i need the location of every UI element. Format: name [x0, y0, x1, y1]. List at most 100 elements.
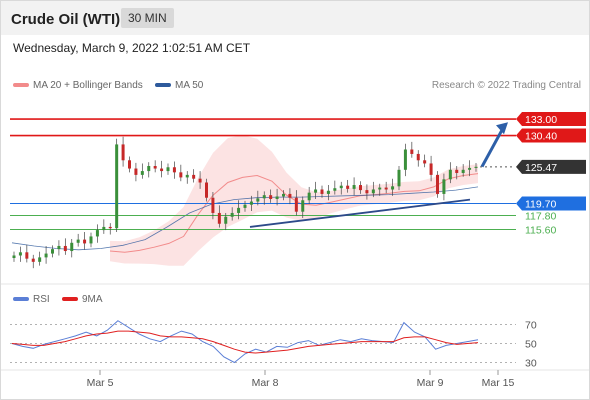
candle — [76, 233, 80, 247]
candle — [63, 238, 67, 255]
candle — [224, 212, 228, 231]
candle — [108, 223, 112, 235]
candle — [365, 184, 369, 200]
candle-body — [294, 197, 298, 212]
candle-body — [57, 245, 61, 250]
candle — [140, 163, 144, 179]
candle — [410, 141, 414, 158]
candle-body — [359, 185, 362, 191]
candle — [160, 160, 164, 178]
credit-text: Research © 2022 Trading Central — [431, 80, 581, 91]
candle-body — [410, 149, 414, 154]
candle — [275, 188, 279, 206]
candle — [468, 160, 472, 177]
rsi-series-rsi — [11, 320, 479, 364]
candle-body — [128, 160, 131, 169]
level-label: 119.70 — [525, 198, 556, 210]
candle — [237, 200, 241, 220]
candle-body — [153, 166, 157, 169]
9ma-swatch — [62, 297, 78, 301]
candle — [262, 191, 266, 205]
interval-badge[interactable]: 30 MIN — [121, 8, 174, 28]
level-label: 130.40 — [525, 131, 557, 143]
candle — [346, 179, 350, 193]
candle — [31, 254, 35, 269]
rsi-tick-label: 50 — [525, 339, 537, 351]
candle-body — [423, 160, 427, 164]
candle — [217, 205, 221, 228]
candle-body — [352, 185, 356, 189]
candle-body — [76, 239, 80, 243]
candle — [192, 169, 196, 183]
candle — [423, 154, 427, 168]
candle-body — [282, 193, 285, 197]
target-arrow-head — [496, 122, 508, 135]
candle-body — [455, 169, 459, 173]
candle — [95, 224, 99, 243]
header-bar: Crude Oil (WTI) 30 MIN — [1, 1, 589, 35]
level-tag-support: 119.70 — [516, 196, 586, 211]
candle — [301, 196, 305, 219]
candle — [314, 181, 318, 199]
bollinger-band — [110, 135, 478, 266]
target-arrow-shaft — [480, 127, 505, 168]
candle — [378, 183, 382, 196]
candle — [172, 161, 176, 179]
candle-body — [448, 169, 452, 180]
candle-body — [192, 174, 196, 179]
candle — [294, 190, 298, 216]
candle-body — [391, 186, 395, 190]
candle-body — [115, 144, 119, 229]
candle-body — [461, 169, 465, 173]
candle-body — [378, 187, 382, 190]
level-tag-resistance: 130.40 — [516, 128, 586, 143]
candle — [230, 207, 234, 221]
x-tick-label: Mar 5 — [87, 377, 114, 389]
candle-body — [326, 190, 330, 194]
9ma-legend-label: 9MA — [82, 294, 103, 305]
ma20-legend-label: MA 20 + Bollinger Bands — [33, 80, 143, 91]
candle-body — [51, 249, 54, 254]
candle-body — [301, 200, 305, 212]
candle-body — [307, 192, 311, 201]
x-tick-label: Mar 9 — [417, 377, 444, 389]
candle — [442, 173, 446, 201]
candle — [320, 185, 324, 198]
candle — [147, 162, 151, 178]
candle — [102, 219, 106, 234]
candle-body — [314, 189, 318, 193]
candle-body — [237, 207, 241, 213]
candle-body — [102, 226, 106, 231]
candle — [429, 155, 433, 182]
candle — [211, 192, 215, 220]
candle — [51, 245, 54, 258]
candle — [166, 163, 170, 175]
candle — [397, 166, 401, 191]
candle-body — [18, 252, 22, 256]
candle — [282, 190, 285, 201]
rsi-tick-label: 30 — [525, 358, 537, 370]
candle-body — [134, 168, 138, 175]
candle-body — [211, 197, 215, 213]
candle — [179, 164, 183, 182]
ma50-legend-label: MA 50 — [175, 80, 204, 91]
candle-body — [249, 201, 253, 205]
candle — [269, 189, 273, 203]
rsi-swatch — [13, 297, 29, 301]
candle — [352, 177, 356, 196]
level-tag-current: 125.47 — [516, 159, 586, 174]
level-label: 133.00 — [525, 114, 557, 126]
candle — [12, 251, 16, 262]
candle — [384, 181, 388, 194]
level-tag-bg — [516, 196, 586, 211]
candle-body — [243, 204, 247, 208]
rsi-legend-label: RSI — [33, 294, 50, 305]
candle — [121, 136, 125, 167]
level-label: 125.47 — [525, 162, 557, 174]
candle — [198, 171, 202, 189]
candle — [243, 200, 247, 212]
candle-body — [121, 144, 125, 161]
candle-body — [429, 163, 433, 175]
support-trendline — [249, 198, 471, 228]
level-tag-resistance: 133.00 — [516, 112, 586, 127]
